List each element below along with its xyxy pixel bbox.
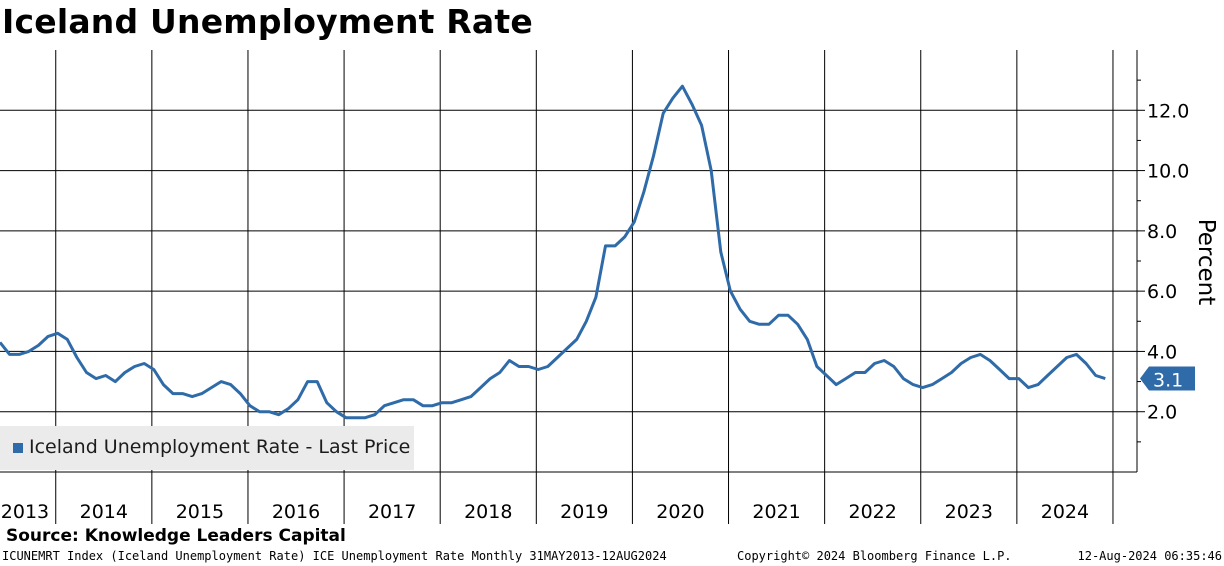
y-axis: 2.0 4.0 6.0 8.0 10.0 12.0 xyxy=(1136,50,1189,472)
x-tick-label: 2014 xyxy=(80,501,128,523)
y-tick-label: 8.0 xyxy=(1147,221,1177,243)
grid-lines xyxy=(0,50,1137,472)
chart-title: Iceland Unemployment Rate xyxy=(2,2,533,41)
y-tick-label: 2.0 xyxy=(1147,402,1177,424)
y-tick-label: 4.0 xyxy=(1147,341,1177,363)
series-layer xyxy=(0,84,1106,420)
y-tick-label: 12.0 xyxy=(1147,100,1189,122)
x-tick-label: 2015 xyxy=(176,501,224,523)
legend: Iceland Unemployment Rate - Last Price xyxy=(0,426,414,470)
footer-timestamp: 12-Aug-2024 06:35:46 xyxy=(1077,549,1223,563)
y-axis-label: Percent xyxy=(1193,219,1219,306)
footer-copyright: Copyright© 2024 Bloomberg Finance L.P. xyxy=(737,549,1012,563)
x-tick-label: 2019 xyxy=(560,501,608,523)
last-value-marker: 3.1 xyxy=(1140,366,1195,392)
x-axis: 2013 2014 2015 2016 2017 2018 2019 2020 2021 2022… xyxy=(0,471,1137,524)
y-tick-label: 10.0 xyxy=(1147,161,1189,183)
footer-index-info: ICUNEMRT Index (Iceland Unemployment Rat… xyxy=(2,549,667,563)
x-tick-label: 2024 xyxy=(1041,501,1089,523)
x-tick-label: 2021 xyxy=(752,501,800,523)
last-value-text: 3.1 xyxy=(1153,370,1183,392)
legend-label: Iceland Unemployment Rate - Last Price xyxy=(29,436,411,458)
x-tick-label: 2020 xyxy=(656,501,704,523)
x-tick-label: 2017 xyxy=(368,501,416,523)
x-tick-label: 2016 xyxy=(272,501,320,523)
y-tick-label: 6.0 xyxy=(1147,281,1177,303)
legend-swatch xyxy=(13,443,23,453)
x-tick-label: 2022 xyxy=(849,501,897,523)
series-line xyxy=(0,84,1106,420)
x-tick-label: 2013 xyxy=(1,501,49,523)
x-tick-label: 2018 xyxy=(464,501,512,523)
last-value-tag xyxy=(1140,366,1195,391)
x-tick-label: 2023 xyxy=(945,501,993,523)
source-note: Source: Knowledge Leaders Capital xyxy=(6,526,346,546)
